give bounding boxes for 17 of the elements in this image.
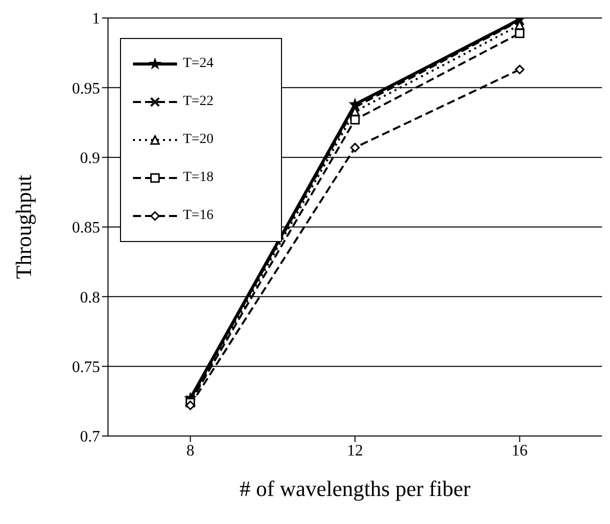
x-tick-label: 8 xyxy=(186,442,194,460)
legend-label: T=20 xyxy=(183,132,214,148)
y-tick-label: 0.75 xyxy=(72,359,100,376)
x-tick-label: 12 xyxy=(347,442,363,460)
x-tick-label: 16 xyxy=(512,442,528,460)
legend-label: T=16 xyxy=(183,208,214,224)
y-tick-label: 0.95 xyxy=(72,80,100,98)
legend-label: T=22 xyxy=(183,94,214,110)
x-axis-title: # of wavelengths per fiber xyxy=(240,476,472,501)
y-tick-label: 1 xyxy=(92,10,100,28)
legend-label: T=24 xyxy=(183,56,214,72)
y-tick-label: 0.9 xyxy=(80,150,100,168)
y-tick-label: 0.7 xyxy=(80,428,100,446)
y-tick-label: 0.8 xyxy=(80,289,100,306)
y-tick-label: 0.85 xyxy=(72,220,100,237)
y-axis-title: Throughput xyxy=(10,175,36,279)
legend-label: T=18 xyxy=(183,170,214,186)
